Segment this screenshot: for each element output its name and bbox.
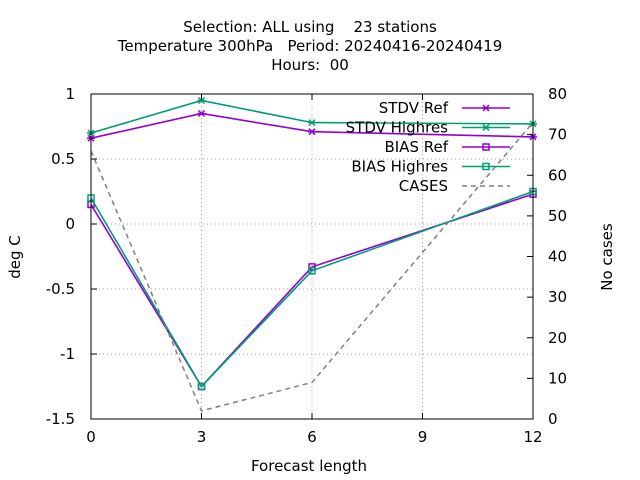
data-point (308, 119, 316, 127)
legend-label: BIAS Ref (384, 138, 448, 156)
x-tick-label: 12 (523, 428, 542, 446)
y2-axis-label: No cases (598, 223, 616, 291)
y2-tick-label: 40 (548, 248, 567, 266)
series-line-4 (90, 121, 534, 412)
y-tick-label: -1.5 (46, 410, 75, 428)
legend-label: CASES (399, 177, 448, 195)
star-marker-bar (308, 119, 316, 127)
data-point (308, 267, 316, 275)
y-tick-label: 0.5 (51, 150, 75, 168)
y2-tick-label: 70 (548, 126, 567, 144)
y2-tick-label: 0 (548, 410, 558, 428)
series-line-1 (90, 99, 534, 134)
y2-tick-label: 80 (548, 85, 567, 103)
legend-marker (482, 143, 490, 151)
y2-tick-label: 50 (548, 207, 567, 225)
series-line-3 (90, 190, 534, 388)
y-axis-label: deg C (6, 235, 24, 279)
x-tick-label: 9 (418, 428, 428, 446)
star-marker-bar (482, 104, 490, 112)
legend-marker (482, 104, 490, 112)
y-tick-label: -0.5 (46, 280, 75, 298)
series-layer (87, 96, 537, 412)
chart-title-line-2: Temperature 300hPa Period: 20240416-2024… (117, 37, 503, 55)
star-marker-bar (308, 128, 316, 136)
chart-title-line-3: Hours: 00 (271, 56, 349, 74)
axis-ticks: 0 3 6 9 12 1 0.5 0 -0.5 -1 -1.5 80 70 60 50 40 30 20 10 0 (46, 85, 567, 446)
legend-marker (482, 123, 490, 132)
data-point (308, 263, 316, 271)
y2-tick-label: 60 (548, 166, 567, 184)
grid-lines (91, 94, 533, 419)
legend-label: STDV Highres (346, 119, 449, 137)
legend-marker (482, 162, 490, 171)
y-tick-label: -1 (60, 345, 75, 363)
star-marker-bar (197, 109, 206, 118)
star-marker-bar (482, 123, 490, 132)
chart-title-line-1: Selection: ALL using 23 stations (183, 18, 437, 36)
x-tick-label: 6 (307, 428, 317, 446)
data-point (197, 96, 206, 105)
legend-label: STDV Ref (379, 99, 449, 117)
series-line-0 (90, 112, 534, 139)
y-tick-label: 1 (65, 85, 75, 103)
y2-tick-label: 10 (548, 369, 567, 387)
legend-label: BIAS Highres (351, 158, 448, 176)
data-point (308, 128, 316, 136)
y-tick-label: 0 (65, 215, 75, 233)
x-axis-label: Forecast length (251, 457, 367, 475)
star-marker-bar (197, 96, 206, 105)
y2-tick-label: 20 (548, 329, 567, 347)
data-point (197, 382, 206, 391)
x-tick-label: 3 (197, 428, 207, 446)
x-tick-label: 0 (86, 428, 96, 446)
y2-tick-label: 30 (548, 288, 567, 306)
data-point (197, 109, 206, 118)
